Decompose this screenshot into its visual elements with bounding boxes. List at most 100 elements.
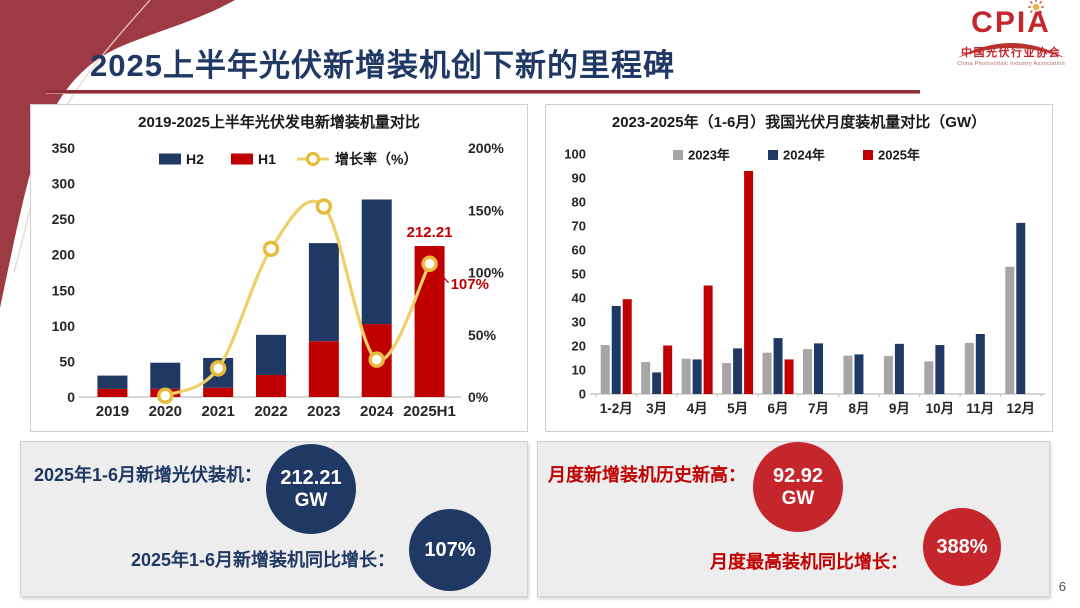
2023年-bar-9月 xyxy=(883,356,893,394)
logo-chinese-name: 中国光伏行业协会 xyxy=(961,47,1061,59)
2024年-bar-7月 xyxy=(814,343,823,394)
svg-text:0: 0 xyxy=(579,387,586,402)
annotation-connector xyxy=(436,269,450,284)
chart-legend: 2023年 2024年 2025年 xyxy=(673,148,920,163)
h2-bar-2020 xyxy=(150,362,181,389)
svg-text:150%: 150% xyxy=(468,202,504,218)
h2-bar-2024 xyxy=(361,199,392,325)
h2-bar-2022 xyxy=(256,334,286,376)
2024年-bar-12月 xyxy=(1016,222,1026,394)
svg-text:30: 30 xyxy=(572,315,586,330)
svg-text:4月: 4月 xyxy=(687,401,708,416)
svg-text:7月: 7月 xyxy=(808,401,829,416)
svg-text:50: 50 xyxy=(59,353,75,369)
2024年-bar-5月 xyxy=(733,348,743,394)
2023年-bar-5月 xyxy=(722,363,732,394)
svg-text:2020: 2020 xyxy=(149,403,182,420)
svg-text:100: 100 xyxy=(564,147,586,162)
svg-text:2024年: 2024年 xyxy=(783,148,825,163)
svg-text:H1: H1 xyxy=(258,151,276,167)
stat-unit: GW xyxy=(781,487,815,509)
svg-text:H2: H2 xyxy=(186,151,204,167)
svg-text:200%: 200% xyxy=(468,140,504,156)
svg-text:50%: 50% xyxy=(468,327,497,343)
2025年-bar-6月 xyxy=(784,359,794,394)
chart-panel-monthly: 2023-2025年（1-6月）我国光伏月度装机量对比（GW） 2023年 2024… xyxy=(545,104,1053,432)
2023年-bar-7月 xyxy=(803,349,812,394)
stat-value: 92.92 xyxy=(772,464,824,487)
2023年-bar-1-2月 xyxy=(600,345,610,394)
chart-panel-halfyear: 2019-2025上半年光伏发电新增装机量对比 H2 H1 增长率（%） 0 50 100 1… xyxy=(30,104,528,432)
2025年-bar-3月 xyxy=(663,345,673,394)
svg-text:90: 90 xyxy=(572,171,586,186)
page-title: 2025上半年光伏新增装机创下新的里程碑 xyxy=(90,48,675,83)
svg-text:300: 300 xyxy=(52,176,76,192)
chart-legend: H2 H1 增长率（%） xyxy=(159,151,417,167)
growth-marker xyxy=(315,198,333,215)
svg-text:5月: 5月 xyxy=(727,401,748,416)
2024年-bar-1-2月 xyxy=(611,305,621,394)
stat-label-monthly-record: 月度新增装机历史新高： xyxy=(548,465,746,485)
growth-marker xyxy=(368,351,385,368)
2024年-bar-9月 xyxy=(894,343,904,394)
2024年-bar-10月 xyxy=(935,345,945,394)
2024年-bar-6月 xyxy=(773,338,783,394)
2023年-bar-10月 xyxy=(924,361,934,394)
growth-marker xyxy=(209,360,227,377)
h2-bar-2023 xyxy=(308,243,339,342)
svg-text:1-2月: 1-2月 xyxy=(600,401,633,416)
stat-label-new-install: 2025年1-6月新增光伏装机： xyxy=(34,465,263,485)
monthly-install-chart: 2023-2025年（1-6月）我国光伏月度装机量对比（GW） 2023年 2024… xyxy=(564,113,1045,416)
h1-bar-2022 xyxy=(256,375,286,397)
page-number: 6 xyxy=(1058,579,1066,594)
svg-text:2023年: 2023年 xyxy=(688,148,730,163)
chart-title: 2023-2025年（1-6月）我国光伏月度装机量对比（GW） xyxy=(612,113,986,131)
stat-unit: GW xyxy=(294,489,328,511)
svg-text:350: 350 xyxy=(52,140,76,156)
2023年-bar-11月 xyxy=(964,342,974,394)
2025年-bar-5月 xyxy=(744,170,754,394)
svg-text:2022: 2022 xyxy=(254,403,287,420)
svg-text:2024: 2024 xyxy=(360,403,394,420)
stat-circle-yoy-growth: 107% xyxy=(409,509,491,591)
svg-text:250: 250 xyxy=(52,211,76,227)
stats-box-halfyear: 2025年1-6月新增光伏装机： 212.21 GW 2025年1-6月新增装机… xyxy=(20,441,528,597)
stat-circle-new-install: 212.21 GW xyxy=(266,444,356,534)
svg-text:100%: 100% xyxy=(468,265,504,281)
svg-text:60: 60 xyxy=(572,243,586,258)
svg-text:3月: 3月 xyxy=(646,401,667,416)
title-underline xyxy=(46,90,920,94)
logo-english-name: China Photovoltaic Industry Association xyxy=(956,61,1065,67)
growth-marker xyxy=(262,240,280,258)
2023年-bar-3月 xyxy=(641,362,651,394)
svg-text:增长率（%）: 增长率（%） xyxy=(335,151,417,167)
h1-bar-2021 xyxy=(203,387,234,397)
svg-text:0: 0 xyxy=(67,389,75,405)
growth-marker xyxy=(157,387,174,405)
stat-value: 107% xyxy=(424,538,476,561)
stat-value: 388% xyxy=(936,535,988,558)
stat-value: 212.21 xyxy=(280,466,342,489)
line-value-label: 107% xyxy=(451,276,489,293)
2024年-bar-11月 xyxy=(975,334,985,394)
halfyear-install-chart: 2019-2025上半年光伏发电新增装机量对比 H2 H1 增长率（%） 0 50 100 1… xyxy=(52,113,505,420)
svg-text:200: 200 xyxy=(52,247,76,263)
2024年-bar-8月 xyxy=(854,354,864,394)
svg-text:2023: 2023 xyxy=(307,403,340,420)
svg-text:6月: 6月 xyxy=(768,401,789,416)
svg-text:9月: 9月 xyxy=(889,401,910,416)
cpia-logo: CPIA 中国光伏行业协会 China Photovoltaic Industr… xyxy=(950,0,1072,67)
bar-value-label: 212.21 xyxy=(407,224,453,241)
svg-text:70: 70 xyxy=(572,219,586,234)
2024年-bar-4月 xyxy=(692,359,702,394)
svg-text:2025年: 2025年 xyxy=(878,148,920,163)
svg-text:12月: 12月 xyxy=(1007,401,1036,416)
svg-text:80: 80 xyxy=(572,195,586,210)
2023年-bar-12月 xyxy=(1005,266,1015,394)
stat-label-monthly-yoy: 月度最高装机同比增长： xyxy=(710,552,908,572)
h1-bar-2023 xyxy=(308,341,339,397)
stat-label-yoy-growth: 2025年1-6月新增装机同比增长： xyxy=(131,550,396,570)
2023年-bar-8月 xyxy=(843,355,853,394)
logo-arc xyxy=(957,43,1065,58)
svg-text:40: 40 xyxy=(572,291,586,306)
